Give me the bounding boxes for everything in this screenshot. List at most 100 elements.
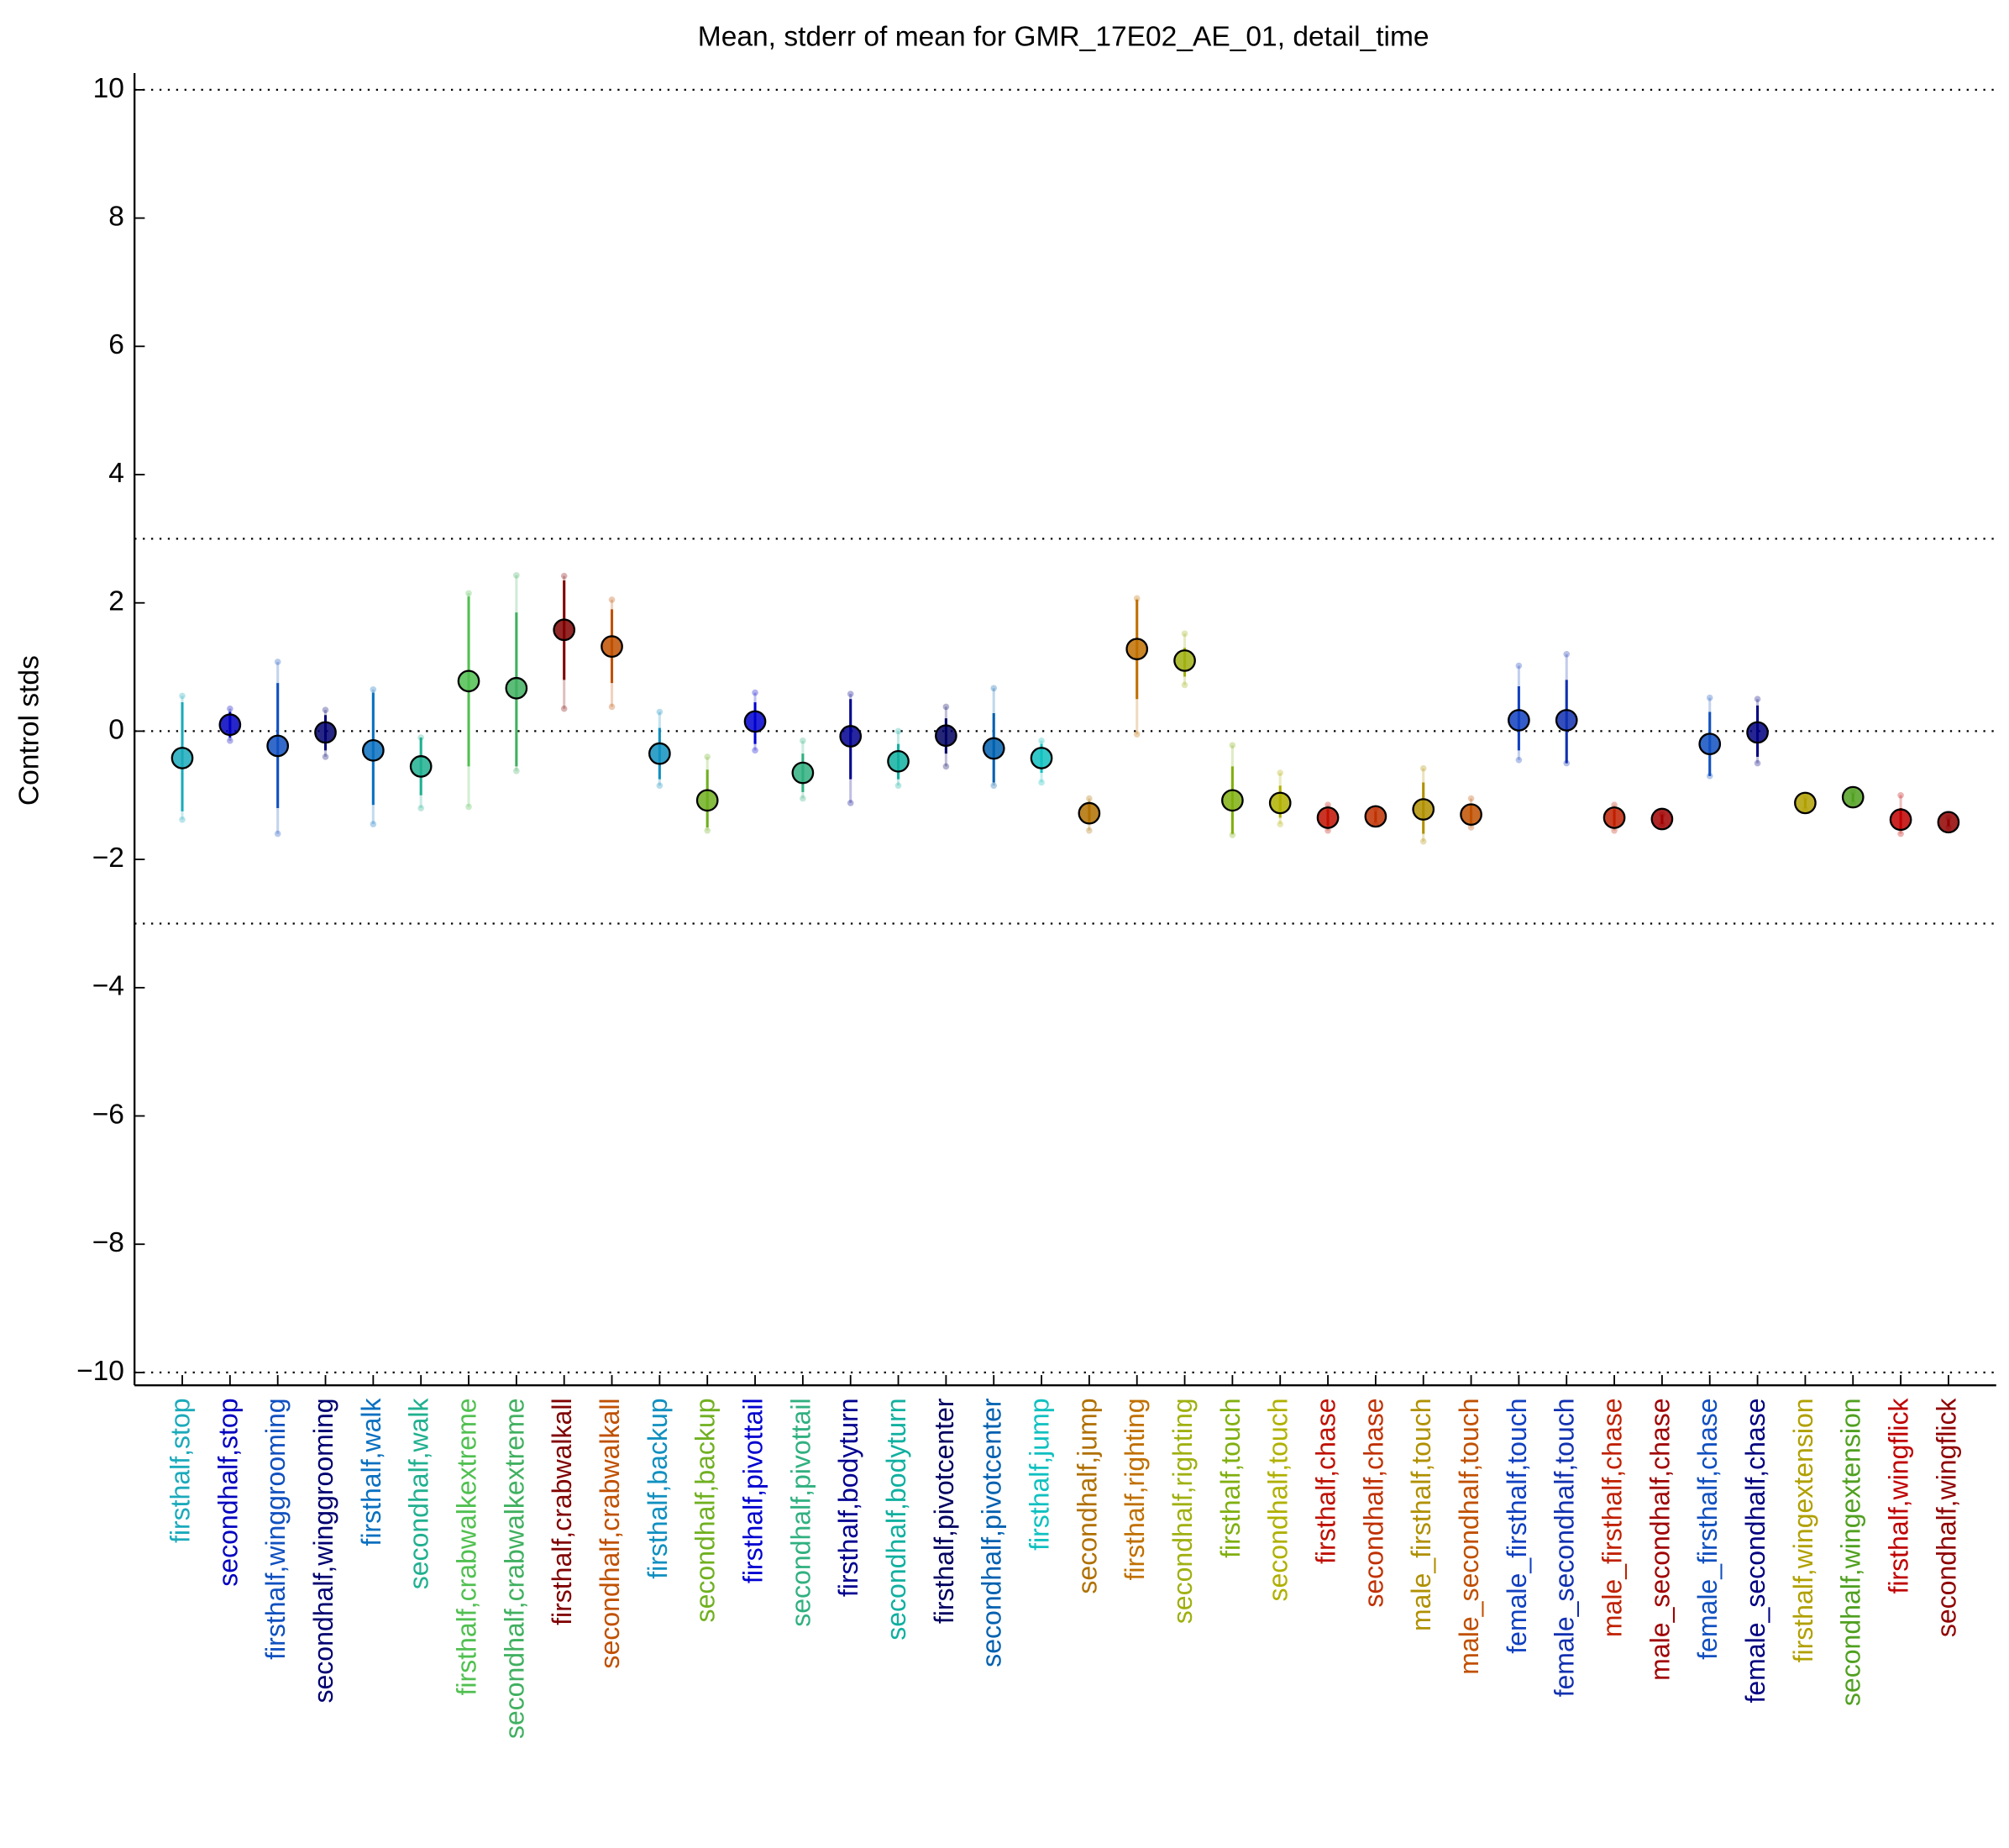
outer-lower-dot [1897,830,1904,837]
outer-lower-dot [1038,779,1045,786]
x-tick-label: female_firsthalf,chase [1692,1398,1723,1659]
outer-lower-dot [513,767,520,774]
outer-upper-dot [942,703,950,711]
mean-marker [1650,807,1674,831]
outer-upper-dot [322,706,329,714]
outer-upper-dot [227,705,233,712]
outer-upper-dot [560,572,568,580]
mean-marker [1078,801,1101,825]
x-tick-label: male_firsthalf,touch [1406,1398,1436,1631]
outer-upper-dot [1563,650,1571,658]
x-tick-label: secondhalf,backup [690,1398,721,1622]
mean-marker [1794,791,1817,815]
mean-marker [1364,805,1387,828]
outer-lower-dot [990,782,998,790]
mean-marker [935,724,957,748]
outer-lower-dot [894,782,902,790]
x-tick-label: firsthalf,wingflick [1884,1397,1914,1593]
outer-lower-dot [227,738,233,744]
y-tick-label: 6 [108,329,124,360]
outer-upper-dot [990,685,998,692]
outer-upper-dot [179,692,186,700]
x-tick-label: firsthalf,jump [1025,1398,1055,1550]
y-axis-label: Control stds [13,655,45,806]
x-tick-label: firsthalf,bodyturn [833,1398,863,1597]
outer-upper-dot [1706,694,1713,701]
outer-upper-dot [1038,738,1045,744]
mean-marker [1555,709,1578,732]
outer-upper-dot [1229,742,1236,749]
x-tick-label: secondhalf,pivotcenter [977,1398,1007,1667]
outer-upper-dot [1515,662,1523,669]
x-tick-label: secondhalf,crabwalkall [595,1398,625,1668]
mean-marker [553,618,576,642]
outer-upper-dot [800,738,806,744]
mean-marker [1698,732,1722,756]
mean-marker [362,738,385,762]
outer-lower-dot [847,800,854,806]
y-tick-label: −8 [92,1227,124,1258]
x-tick-label: secondhalf,bodyturn [881,1398,911,1640]
mean-marker [1268,791,1292,815]
mean-marker [409,755,433,778]
x-tick-label: firsthalf,backup [643,1398,673,1578]
outer-lower-dot [1611,827,1618,834]
x-tick-label: secondhalf,pivottail [785,1398,816,1626]
y-tick-label: 8 [108,201,124,232]
outer-upper-dot [894,727,902,735]
outer-upper-dot [1467,795,1475,802]
outer-lower-dot [1515,756,1523,764]
x-tick-label: firsthalf,touch [1215,1398,1246,1557]
x-tick-label: firsthalf,wingextension [1788,1398,1818,1662]
outer-lower-dot [274,830,281,837]
outer-lower-dot [1467,824,1475,831]
mean-marker [695,789,719,812]
chart-title: Mean, stderr of mean for GMR_17E02_AE_01… [698,22,1429,53]
mean-marker [266,734,290,758]
outer-lower-dot [1324,827,1331,834]
mean-marker [170,747,194,769]
outer-upper-dot [752,689,758,696]
outer-lower-dot [800,795,806,802]
x-tick-label: secondhalf,jump [1072,1398,1102,1593]
mean-marker [839,725,863,748]
outer-lower-dot [1229,832,1236,838]
mean-marker [1602,806,1626,829]
mean-marker [218,713,242,737]
outer-upper-dot [1897,791,1904,799]
mean-marker [648,742,671,765]
outer-lower-dot [752,747,758,754]
outer-lower-dot [1277,821,1284,827]
outer-lower-dot [1086,827,1093,834]
x-tick-label: firsthalf,walk [356,1397,386,1546]
mean-marker [1889,808,1912,832]
outer-upper-dot [1181,630,1188,638]
x-tick-label: firsthalf,stop [165,1398,195,1543]
outer-lower-dot [704,827,711,834]
mean-marker [1030,747,1053,769]
x-tick-label: secondhalf,stop [212,1398,243,1586]
mean-marker [1412,798,1435,821]
mean-marker [1125,638,1149,661]
outer-lower-dot [1133,731,1141,738]
x-tick-label: female_secondhalf,touch [1550,1398,1580,1697]
y-tick-label: −4 [92,971,124,1002]
outer-lower-dot [608,703,616,711]
outer-upper-dot [1419,764,1427,772]
outer-lower-dot [322,753,329,760]
outer-upper-dot [513,572,520,579]
mean-marker [743,710,767,733]
outer-upper-dot [370,685,377,693]
mean-marker [505,676,528,700]
mean-marker [314,721,337,744]
outer-lower-dot [179,816,186,823]
outer-lower-dot [942,763,950,770]
mean-marker [1316,806,1340,829]
x-tick-label: firsthalf,righting [1120,1398,1150,1580]
mean-marker [601,635,623,658]
x-tick-label: male_secondhalf,chase [1644,1398,1675,1680]
x-tick-label: firsthalf,crabwalkall [547,1398,577,1625]
y-tick-label: 0 [108,714,124,745]
y-tick-label: 2 [108,586,124,617]
outer-upper-dot [1754,696,1761,703]
